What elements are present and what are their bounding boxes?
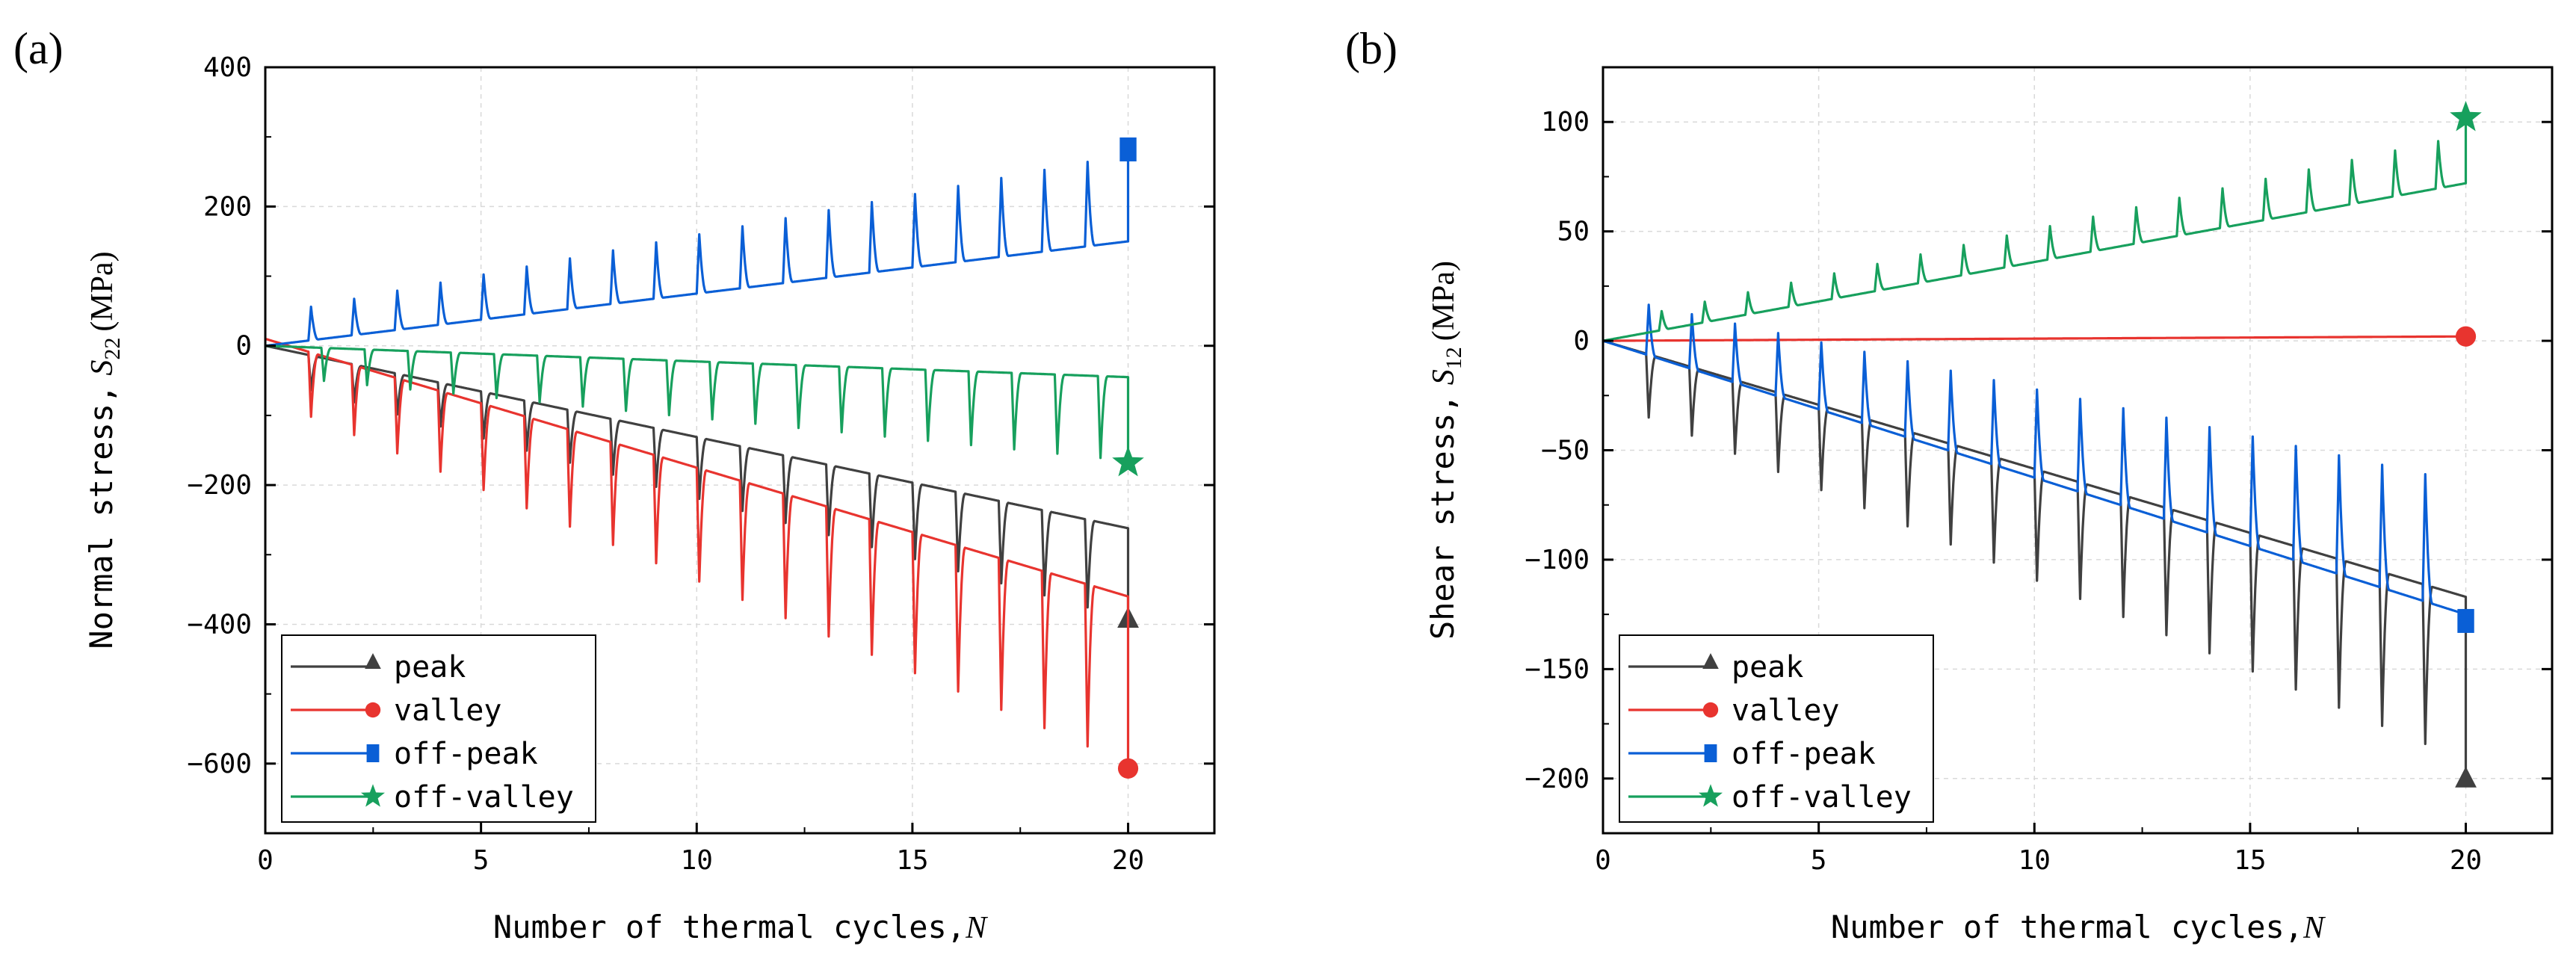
y-axis-label-b: Shear stress, S12 (MPa) (1424, 261, 1466, 640)
x-axis-label-b-var: N (2302, 911, 2326, 945)
legend-label-peak: peak (394, 650, 466, 685)
y-axis-label-b-text: Shear stress, (1424, 394, 1461, 640)
legend-marker-valley (1702, 702, 1719, 718)
y-axis-label-a-var: S (85, 360, 120, 376)
y-tick-label: −400 (187, 609, 252, 640)
y-axis-label-a-text: Normal stress, (83, 385, 120, 649)
y-tick-label: −50 (1541, 436, 1590, 466)
x-tick-label: 5 (1811, 845, 1827, 876)
series-line-off-peak (265, 149, 1130, 347)
legend-marker-off-valley (1699, 784, 1723, 807)
legend-label-peak: peak (1732, 650, 1803, 685)
panel-b-tag: (b) (1345, 24, 1397, 73)
legend-label-off-peak: off-peak (1732, 737, 1876, 771)
legend-label-off-valley: off-valley (394, 780, 574, 815)
x-tick-label: 20 (2450, 845, 2482, 876)
series-line-peak (1602, 339, 2468, 779)
x-axis-label-a: Number of thermal cycles,N (493, 909, 988, 945)
legend-marker-peak (365, 653, 381, 669)
x-tick-label: 0 (257, 845, 274, 876)
y-tick-label: 200 (203, 191, 252, 222)
x-tick-label: 15 (896, 845, 928, 876)
end-marker-valley (2455, 326, 2477, 347)
x-tick-label: 20 (1112, 845, 1144, 876)
x-axis-label-a-var: N (965, 911, 988, 945)
end-marker-peak (2455, 766, 2477, 788)
legend-b: peak valley off-peak off-valley (1619, 634, 1934, 823)
x-tick-label: 5 (473, 845, 489, 876)
x-axis-label-b: Number of thermal cycles,N (1831, 909, 2326, 945)
y-axis-label-a-sub: 22 (100, 338, 125, 360)
y-tick-label: 50 (1557, 217, 1590, 247)
x-tick-label: 15 (2234, 845, 2266, 876)
legend-label-valley: valley (1732, 693, 1840, 728)
series-line-off-valley (265, 344, 1130, 463)
end-marker-off-valley (1112, 445, 1144, 477)
series-line-off-valley (1602, 117, 2468, 342)
y-tick-label: −150 (1525, 654, 1590, 685)
plot-frame-a (264, 66, 1216, 835)
y-tick-label: 100 (1541, 107, 1590, 138)
x-tick-label: 10 (681, 845, 713, 876)
y-tick-label: 400 (203, 52, 252, 83)
legend-marker-off-peak (366, 744, 380, 762)
y-tick-label: −100 (1525, 545, 1590, 575)
legend-a: peak valley off-peak off-valley (281, 634, 596, 823)
x-axis-label-a-text: Number of thermal cycles, (493, 909, 966, 945)
series-line-valley (1602, 335, 2466, 342)
series-a (265, 137, 1144, 779)
y-tick-label: −200 (1525, 764, 1590, 794)
panel-a: (a) 0 5 10 15 20 −600 −400 −200 0 200 400 Number o… (13, 24, 1216, 945)
x-tick-label: 10 (2019, 845, 2051, 876)
legend-label-off-valley: off-valley (1732, 780, 1912, 815)
end-marker-off-peak (1119, 137, 1137, 161)
end-marker-off-peak (2457, 608, 2474, 633)
panel-b: (b) 0 5 10 15 20 −200 −150 −100 −50 0 50 100 Number… (1345, 24, 2554, 945)
legend-marker-off-peak (1704, 744, 1717, 762)
y-tick-label: 0 (1573, 326, 1590, 356)
legend-marker-off-valley (361, 784, 385, 807)
y-axis-label-b-unit: (MPa) (1427, 261, 1461, 341)
legend-marker-valley (365, 702, 381, 718)
series-line-off-peak (1602, 303, 2468, 621)
legend-label-valley: valley (394, 693, 502, 728)
y-axis-label-a-unit: (MPa) (85, 251, 120, 331)
ticks-a: 0 5 10 15 20 −600 −400 −200 0 200 400 (187, 52, 1214, 876)
panel-a-tag: (a) (13, 24, 64, 73)
y-axis-label-b-sub: 12 (1442, 347, 1466, 369)
ticks-b: 0 5 10 15 20 −200 −150 −100 −50 0 50 100 (1525, 67, 2552, 876)
legend-label-off-peak: off-peak (394, 737, 538, 771)
y-tick-label: 0 (235, 331, 252, 362)
legend-marker-peak (1702, 653, 1719, 669)
end-marker-valley (1117, 758, 1139, 779)
series-b (1602, 101, 2482, 788)
x-axis-label-b-text: Number of thermal cycles, (1831, 909, 2303, 945)
y-axis-label-a: Normal stress, S22 (MPa) (83, 251, 125, 649)
y-tick-label: −600 (187, 749, 252, 779)
y-axis-label-b-var: S (1427, 369, 1461, 385)
end-marker-off-valley (2450, 101, 2482, 132)
y-tick-label: −200 (187, 470, 252, 501)
x-tick-label: 0 (1595, 845, 1611, 876)
